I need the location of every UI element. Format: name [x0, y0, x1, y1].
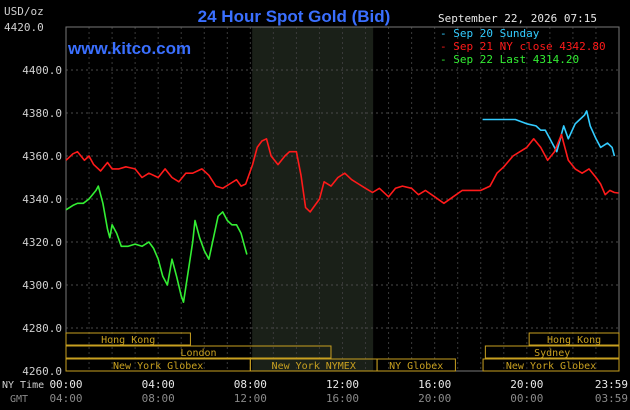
session-label: Hong Kong	[547, 335, 601, 346]
series-line	[65, 133, 619, 213]
y-tick-label: 4420.0	[4, 21, 44, 34]
session-box	[528, 332, 620, 346]
x-tick-label-ny: 00:00	[49, 378, 82, 391]
y-tick-label: 4280.0	[22, 322, 62, 335]
x-tick-label-gmt: 08:00	[142, 392, 175, 405]
y-tick-label: 4340.0	[22, 193, 62, 206]
session-box	[484, 345, 620, 359]
series-line	[482, 110, 616, 157]
legend-item-sep22: - Sep 22 Last 4314.20	[440, 53, 579, 66]
x-tick-label-ny: 16:00	[418, 378, 451, 391]
y-tick-label: 4360.0	[22, 150, 62, 163]
y-tick-label: 4380.0	[22, 107, 62, 120]
session-box	[376, 358, 456, 372]
session-box	[65, 332, 191, 346]
legend: - Sep 20 Sunday - Sep 21 NY close 4342.8…	[440, 27, 606, 66]
market-sessions: Hong Kong Hong Kong London Sydney New York G…	[65, 332, 620, 372]
session-label: New York NYMEX	[272, 361, 356, 372]
session-label: New York Globex	[113, 361, 203, 372]
y-tick-label: 4260.0	[22, 365, 62, 378]
session-box	[65, 345, 332, 359]
x-tick-label-ny: 23:59	[595, 378, 628, 391]
x-tick-label-ny: 20:00	[510, 378, 543, 391]
x-tick-label-gmt: 12:00	[234, 392, 267, 405]
kitco-brand-link[interactable]: www.kitco.com	[67, 39, 191, 58]
session-label: New York Globex	[506, 361, 596, 372]
session-label: London	[180, 348, 216, 359]
y-tick-label: 4320.0	[22, 236, 62, 249]
chart-timestamp: September 22, 2026 07:15	[438, 12, 597, 25]
y-axis-unit-label: USD/oz	[4, 5, 44, 18]
session-label: Hong Kong	[101, 335, 155, 346]
y-tick-label: 4400.0	[22, 64, 62, 77]
x-axis: 00:0004:0004:0008:0008:0012:0012:0016:00…	[49, 378, 628, 405]
y-tick-label: 4300.0	[22, 279, 62, 292]
x-tick-label-gmt: 00:00	[510, 392, 543, 405]
session-label: NY Globex	[389, 361, 443, 372]
ny-time-row-label: NY Time	[2, 380, 44, 391]
x-tick-label-ny: 04:00	[142, 378, 175, 391]
grid	[65, 26, 620, 372]
x-tick-label-gmt: 03:59	[595, 392, 628, 405]
legend-item-sep21: - Sep 21 NY close 4342.80	[440, 40, 606, 53]
series	[65, 110, 619, 303]
series-line	[65, 185, 248, 303]
legend-item-sep20: - Sep 20 Sunday	[440, 27, 540, 40]
x-tick-label-gmt: 20:00	[418, 392, 451, 405]
x-tick-label-gmt: 04:00	[49, 392, 82, 405]
x-tick-label-ny: 12:00	[326, 378, 359, 391]
x-tick-label-ny: 08:00	[234, 378, 267, 391]
x-tick-label-gmt: 16:00	[326, 392, 359, 405]
y-axis: 4260.0 4280.0 4300.0 4320.0 4340.0 4360.0 4380…	[4, 21, 62, 378]
session-box	[482, 358, 620, 372]
session-label: Sydney	[534, 348, 570, 359]
chart-title: 24 Hour Spot Gold (Bid)	[198, 7, 391, 26]
gmt-row-label: GMT	[10, 394, 28, 405]
